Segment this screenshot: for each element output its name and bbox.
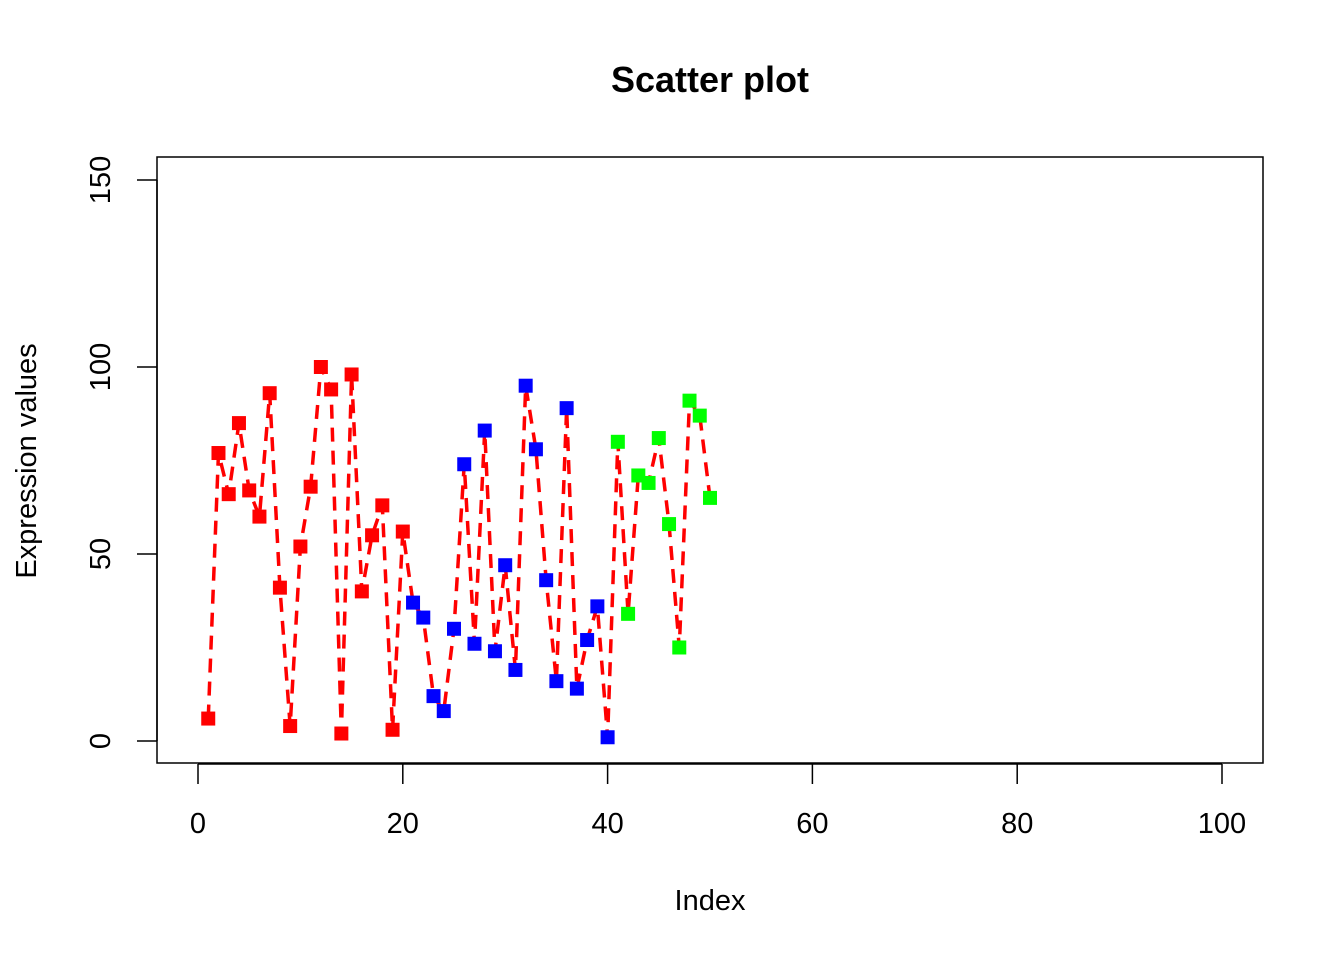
x-tick-label: 20	[387, 808, 419, 840]
data-point	[334, 726, 349, 741]
data-point	[324, 382, 339, 397]
data-point	[436, 704, 451, 719]
data-point	[651, 431, 666, 446]
data-point	[662, 517, 677, 532]
data-point	[569, 681, 584, 696]
data-point	[692, 408, 707, 423]
x-axis-label: Index	[675, 885, 746, 917]
data-point	[231, 416, 246, 431]
data-point	[416, 610, 431, 625]
data-point	[344, 367, 359, 382]
data-point	[539, 573, 554, 588]
chart-title: Scatter plot	[611, 59, 809, 100]
data-point	[272, 580, 287, 595]
x-tick-label: 0	[190, 808, 206, 840]
y-tick-label: 50	[85, 538, 117, 570]
data-point	[477, 423, 492, 438]
data-point	[354, 584, 369, 599]
x-tick-label: 80	[1001, 808, 1033, 840]
data-point	[559, 401, 574, 416]
data-point	[262, 386, 277, 401]
data-point	[703, 490, 717, 505]
x-tick-label: 60	[796, 808, 828, 840]
data-point	[467, 636, 482, 651]
data-point	[426, 689, 441, 704]
data-point	[528, 442, 543, 457]
y-tick-label: 150	[85, 156, 117, 204]
data-point	[682, 393, 697, 408]
data-point	[518, 378, 533, 393]
data-point	[313, 360, 328, 374]
y-tick-label: 0	[85, 733, 117, 749]
data-point	[303, 479, 318, 494]
data-point	[621, 606, 636, 621]
data-point	[457, 457, 472, 472]
data-point	[487, 644, 502, 659]
data-point	[600, 730, 615, 745]
data-point	[549, 674, 564, 689]
data-point	[221, 487, 236, 502]
x-axis: 0 20 40 60 80 100	[190, 763, 1246, 840]
data-point	[406, 595, 421, 610]
data-point	[365, 528, 380, 543]
data-point	[447, 621, 461, 636]
data-point	[590, 599, 605, 614]
x-tick-label: 100	[1198, 808, 1246, 840]
y-axis-label: Expression values	[11, 343, 43, 578]
data-point	[201, 711, 216, 726]
data-point	[610, 434, 625, 449]
data-point	[641, 475, 656, 490]
data-point	[672, 640, 687, 655]
data-point	[242, 483, 257, 498]
y-axis: 0 50 100 150	[85, 156, 158, 749]
data-point	[498, 558, 513, 573]
data-point	[283, 719, 298, 734]
data-point	[508, 662, 523, 677]
data-points	[201, 360, 717, 745]
data-point	[580, 633, 595, 648]
data-point	[293, 539, 308, 554]
data-point	[252, 509, 267, 524]
series-line	[206, 365, 712, 740]
connecting-dashed-line	[206, 365, 712, 740]
data-point	[211, 446, 226, 461]
data-point	[375, 498, 390, 513]
y-tick-label: 100	[85, 343, 117, 391]
data-point	[395, 524, 410, 539]
x-tick-label: 40	[591, 808, 623, 840]
data-point	[385, 722, 400, 737]
